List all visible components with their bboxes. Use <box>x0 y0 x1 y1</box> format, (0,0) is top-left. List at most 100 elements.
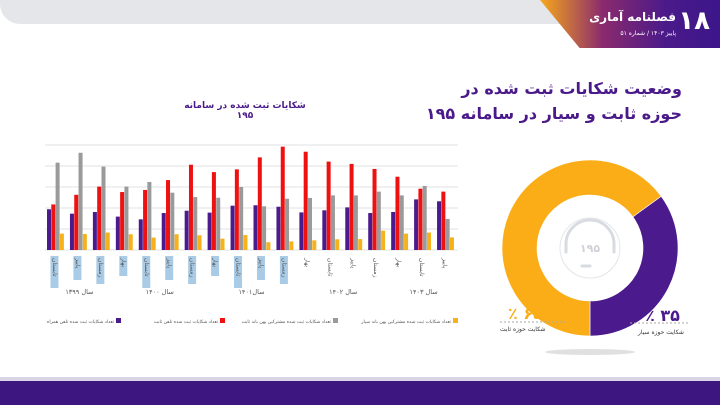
chart-title: شکایات ثبت شده در سامانه ۱۹۵ <box>184 101 306 121</box>
bar <box>55 162 60 250</box>
bar <box>303 151 308 250</box>
headset-icon <box>559 217 621 279</box>
bar <box>161 213 166 250</box>
bar <box>414 199 419 250</box>
top-band <box>0 0 580 24</box>
category-label: پاییز <box>166 257 173 269</box>
category-label: پاییز <box>74 257 81 269</box>
mobile-percent: ۳۵ ٪ <box>645 306 680 325</box>
bar <box>381 230 386 250</box>
category-label: زمستان <box>97 258 104 278</box>
bar <box>82 234 87 250</box>
bar <box>170 192 175 250</box>
category-label: زمستان <box>372 258 379 278</box>
category-highlight <box>279 256 288 284</box>
center-label: ۱۹۵ <box>580 242 600 255</box>
bar <box>312 240 317 250</box>
bar <box>330 195 335 250</box>
bar <box>230 205 235 250</box>
publication-name: فصلنامه آماری <box>589 10 676 24</box>
bar <box>101 166 106 250</box>
bar <box>322 210 327 250</box>
category-label: پاییز <box>441 257 448 269</box>
donut-shadow <box>545 349 635 355</box>
category-label: تابستان <box>143 258 150 277</box>
category-label: تابستان <box>326 258 333 277</box>
bar <box>257 157 262 250</box>
bar <box>404 233 409 250</box>
year-label: سال ۱۴۰۲ <box>329 288 357 296</box>
bar <box>391 211 396 250</box>
bar <box>372 168 377 250</box>
legend-swatch <box>333 318 338 323</box>
category-label: زمستان <box>280 258 287 278</box>
bar <box>216 197 221 250</box>
bar <box>197 235 202 250</box>
bar <box>345 207 350 250</box>
bar <box>349 163 354 250</box>
fixed-percent: ۶۵ ٪ <box>508 304 543 323</box>
category-highlight <box>211 256 220 276</box>
year-label: سال ۱۴۰۳ <box>409 288 437 296</box>
bar <box>353 195 358 250</box>
bar <box>376 191 381 250</box>
bar <box>441 191 446 250</box>
bar <box>449 237 454 250</box>
bar <box>399 195 404 250</box>
bar <box>115 216 120 250</box>
category-highlight <box>256 256 265 280</box>
category-highlight <box>234 256 243 288</box>
year-label: سال ۱۴۰۰ <box>146 288 174 296</box>
legend-swatch <box>116 318 121 323</box>
category-highlight <box>73 256 82 280</box>
bar <box>207 212 212 250</box>
category-label: بهار <box>303 257 310 267</box>
legend-swatch <box>453 318 458 323</box>
bar <box>124 186 129 250</box>
bar <box>280 146 285 250</box>
bar <box>427 232 432 250</box>
category-label: بهار <box>212 257 219 267</box>
bar <box>211 172 216 250</box>
bar <box>445 218 450 250</box>
category-label: تابستان <box>418 258 425 277</box>
bar <box>47 209 51 250</box>
category-highlight <box>188 256 197 284</box>
bar <box>78 152 83 250</box>
bar <box>193 197 198 250</box>
headset-icon <box>564 218 616 268</box>
bar <box>174 234 179 250</box>
bar <box>262 206 267 250</box>
category-label: پاییز <box>257 257 264 269</box>
category-label: تابستان <box>51 258 58 277</box>
bar <box>253 205 258 250</box>
bar <box>138 219 143 250</box>
legend-label: تعداد شکایات ثبت شده تلفن ثابت <box>154 319 219 325</box>
bar <box>418 188 423 250</box>
year-label: سال ۱۳۹۹ <box>65 288 93 296</box>
category-label: تابستان <box>235 258 242 277</box>
bar <box>299 212 304 250</box>
legend-label: تعداد شکایات ثبت شده تلفن همراه <box>47 319 115 325</box>
footer-band <box>0 381 720 405</box>
donut-slice <box>501 159 662 337</box>
bar <box>184 210 189 250</box>
bar <box>105 232 110 250</box>
category-highlight <box>165 256 174 280</box>
bar <box>326 161 331 250</box>
category-highlight <box>50 256 59 288</box>
fixed-label: شکایت حوزه ثابت <box>500 326 546 333</box>
year-label: سال۱۴۰۱ <box>238 288 264 296</box>
category-highlight <box>96 256 105 284</box>
bar <box>151 237 156 250</box>
footer-strip <box>0 377 720 381</box>
category-label: بهار <box>120 257 127 267</box>
bar <box>266 242 271 250</box>
bar <box>239 187 244 250</box>
bar <box>358 239 363 250</box>
legend-label: تعداد شکایات ثبت شده مشترکین پهن باند ثا… <box>242 319 332 325</box>
issue-subtitle: پاییز ۱۴۰۳ / شماره ۵۱ <box>620 30 676 37</box>
bar <box>234 169 239 250</box>
bar <box>285 198 290 250</box>
bar <box>59 233 64 250</box>
